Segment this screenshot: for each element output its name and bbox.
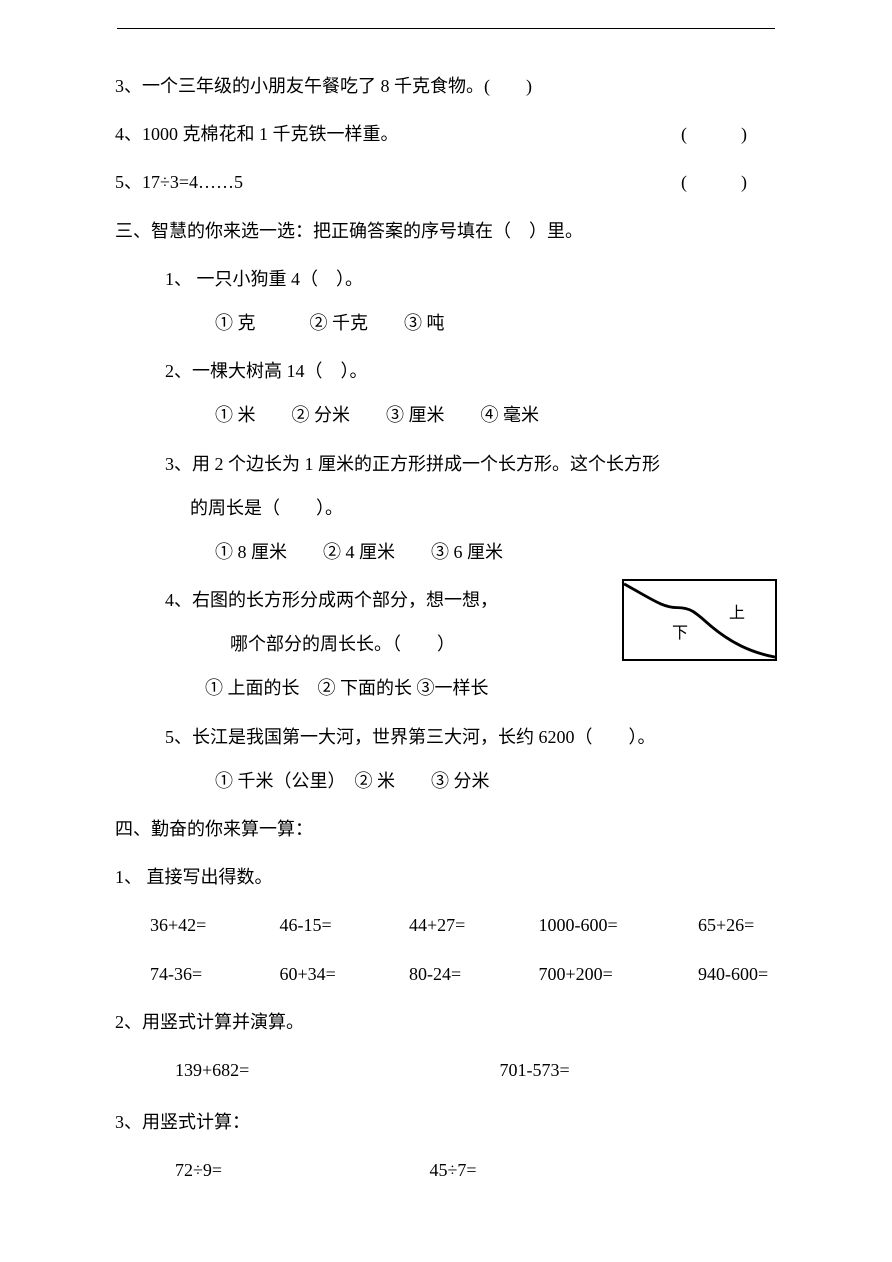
s3-q1-options: ① 克 ② 千克 ③ 吨	[115, 306, 777, 340]
s3-q3-options: ① 8 厘米 ② 4 厘米 ③ 6 厘米	[115, 535, 777, 569]
horizontal-rule	[117, 28, 775, 29]
calc-2d: 700+200=	[539, 957, 694, 991]
s3-q3-line2: 的周长是（ ）。	[115, 491, 777, 525]
calc-p3b: 45÷7=	[430, 1153, 477, 1187]
calc-1e: 65+26=	[698, 908, 754, 942]
s4-p1: 1、 直接写出得数。	[115, 860, 777, 894]
calc-p2a: 139+682=	[175, 1053, 495, 1087]
s3-q4-options: ① 上面的长 ② 下面的长 ③一样长	[115, 671, 607, 705]
tf-q4: 4、1000 克棉花和 1 千克铁一样重。 ( )	[115, 117, 777, 151]
tf-q4-text: 4、1000 克棉花和 1 千克铁一样重。	[115, 117, 657, 151]
s4-p3: 3、用竖式计算：	[115, 1105, 777, 1139]
tf-q5-text: 5、17÷3=4……5	[115, 165, 657, 199]
s3-q5: 5、长江是我国第一大河，世界第三大河，长约 6200（ ）。	[115, 720, 777, 754]
label-down: 下	[672, 619, 688, 649]
label-up: 上	[729, 599, 745, 629]
calc-p3a: 72÷9=	[175, 1153, 425, 1187]
diagonal-curve-icon	[624, 581, 775, 659]
calc-2b: 60+34=	[280, 957, 405, 991]
s3-q5-options: ① 千米（公里） ② 米 ③ 分米	[115, 764, 777, 798]
rectangle-diagram: 上 下	[622, 579, 777, 661]
calc-p2b: 701-573=	[500, 1053, 570, 1087]
tf-q5: 5、17÷3=4……5 ( )	[115, 165, 777, 199]
section-3-header: 三、智慧的你来选一选：把正确答案的序号填在（ ）里。	[115, 214, 777, 248]
page-content: 3、一个三年级的小朋友午餐吃了 8 千克食物。( ) 4、1000 克棉花和 1…	[0, 0, 892, 1188]
s4-p2: 2、用竖式计算并演算。	[115, 1005, 777, 1039]
s4-p2-problems: 139+682= 701-573=	[115, 1053, 777, 1087]
calc-2c: 80-24=	[409, 957, 534, 991]
calc-row-1: 36+42= 46-15= 44+27= 1000-600= 65+26=	[115, 908, 777, 942]
s3-q4-line1: 4、右图的长方形分成两个部分，想一想，	[115, 583, 607, 617]
s3-q2: 2、一棵大树高 14（ ）。	[115, 354, 777, 388]
calc-1c: 44+27=	[409, 908, 534, 942]
section-4-header: 四、勤奋的你来算一算：	[115, 812, 777, 846]
s3-q4-wrap: 4、右图的长方形分成两个部分，想一想， 哪个部分的周长长。（ ） ① 上面的长 …	[115, 583, 777, 706]
calc-1b: 46-15=	[280, 908, 405, 942]
tf-q5-blank: ( )	[657, 165, 777, 199]
s3-q3-line1: 3、用 2 个边长为 1 厘米的正方形拼成一个长方形。这个长方形	[115, 447, 777, 481]
s3-q4-line2: 哪个部分的周长长。（ ）	[115, 627, 607, 661]
tf-q4-blank: ( )	[657, 117, 777, 151]
s4-p3-problems: 72÷9= 45÷7=	[115, 1153, 777, 1187]
rectangle-box: 上 下	[622, 579, 777, 661]
s3-q1: 1、 一只小狗重 4（ ）。	[115, 262, 777, 296]
calc-1a: 36+42=	[150, 908, 275, 942]
calc-2e: 940-600=	[698, 957, 768, 991]
calc-row-2: 74-36= 60+34= 80-24= 700+200= 940-600=	[115, 957, 777, 991]
s3-q2-options: ① 米 ② 分米 ③ 厘米 ④ 毫米	[115, 398, 777, 432]
calc-2a: 74-36=	[150, 957, 275, 991]
calc-1d: 1000-600=	[539, 908, 694, 942]
tf-q3: 3、一个三年级的小朋友午餐吃了 8 千克食物。( )	[115, 69, 777, 103]
